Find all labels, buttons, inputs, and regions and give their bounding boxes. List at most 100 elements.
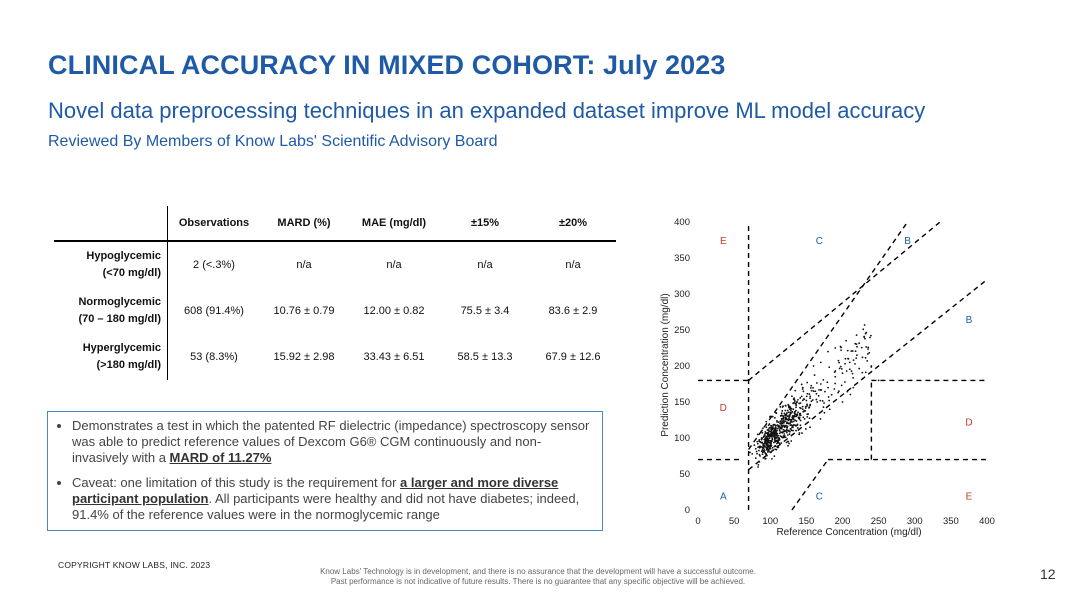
data-point [763,450,765,453]
data-point [804,410,807,412]
table-row: Normoglycemic (70 – 180 mg/dl) 608 (91.4%… [54,288,616,334]
data-point [861,371,864,374]
data-point [796,427,799,429]
data-point [864,332,867,335]
data-point [775,411,777,414]
data-point [758,460,761,463]
data-point [763,441,766,444]
data-point [782,436,785,439]
data-point [784,430,787,432]
data-point [783,412,786,415]
data-point [758,438,761,441]
data-point [776,446,779,449]
data-point [790,419,793,422]
col-header-mae: MAE (mg/dl) [348,206,440,242]
data-point [775,432,778,435]
row-label-name: Hyperglycemic [82,342,161,354]
data-point [789,413,792,415]
data-point [856,354,858,357]
data-point [766,433,769,436]
data-point [775,436,777,439]
data-point [810,400,813,403]
data-point [855,334,858,337]
table-row: Hypoglycemic (<70 mg/dl) 2 (<.3%) n/a n/a… [54,241,616,288]
cell-mae: 33.43 ± 6.51 [363,350,425,363]
data-point [779,405,782,408]
mard-highlight: MARD of 11.27% [169,450,272,465]
disclaimer-line-1: Know Labs' Technology is in development,… [320,567,756,576]
table-row: Hyperglycemic (>180 mg/dl) 53 (8.3%) 15.9… [54,334,616,380]
data-point [851,350,854,352]
data-point [778,429,781,432]
data-point [861,356,864,359]
data-point [776,427,779,430]
plot-layer: 0 50 100 150 200 250 300 350 400 0 50 100 150 200 250 3… [674,217,995,527]
data-point [764,437,767,440]
data-point [798,432,801,434]
data-point [870,365,873,367]
data-point [837,391,840,394]
data-point [774,427,777,430]
data-point [848,361,851,364]
data-point [751,452,754,455]
x-tick-label: 250 [871,516,887,527]
data-point [806,404,809,407]
data-point [805,399,808,402]
data-point [791,395,793,398]
data-point [827,396,830,398]
data-point [782,417,785,420]
data-point [796,413,799,416]
data-point [774,444,777,447]
data-point [787,406,790,408]
data-point [798,414,801,416]
data-point [806,381,809,384]
y-axis-label: Prediction Concentration (mg/dl) [660,293,671,436]
data-point [830,393,833,396]
cell-20pct: n/a [565,258,581,271]
data-point [799,419,802,422]
cell-observations: 53 (8.3%) [167,334,260,380]
data-point [779,431,782,434]
footer-disclaimer: Know Labs' Technology is in development,… [240,567,836,587]
data-point [782,416,785,418]
data-point [852,386,855,389]
data-point [770,458,773,460]
data-point [794,389,797,392]
data-point [792,408,795,411]
data-point [786,421,789,424]
y-tick-label: 350 [674,253,690,264]
data-point [864,337,866,340]
zone-label: A [720,492,727,503]
data-point [793,412,796,415]
data-point [808,406,811,409]
data-point [809,404,811,407]
data-point [801,405,804,408]
data-point [753,444,756,447]
data-point [761,446,764,448]
data-point [767,444,769,447]
data-point [790,428,792,430]
data-point [806,392,809,395]
data-point [862,328,865,331]
data-point [809,395,812,398]
data-point [787,440,790,443]
data-point [761,453,764,456]
data-point [771,449,774,452]
data-point [770,451,772,454]
data-point [772,424,774,427]
data-point [841,401,844,403]
data-point [834,347,837,349]
data-point [776,424,779,426]
data-point [772,441,775,444]
data-point [785,412,788,415]
data-point [798,433,801,436]
data-point [797,398,799,401]
cell-mae: n/a [386,258,402,271]
data-point [785,428,788,431]
data-point [792,426,794,429]
population-highlight: a larger and more diverse participant po… [72,475,559,506]
data-point [779,427,782,430]
data-point [766,432,769,435]
data-point [803,418,806,420]
data-point [819,383,822,385]
